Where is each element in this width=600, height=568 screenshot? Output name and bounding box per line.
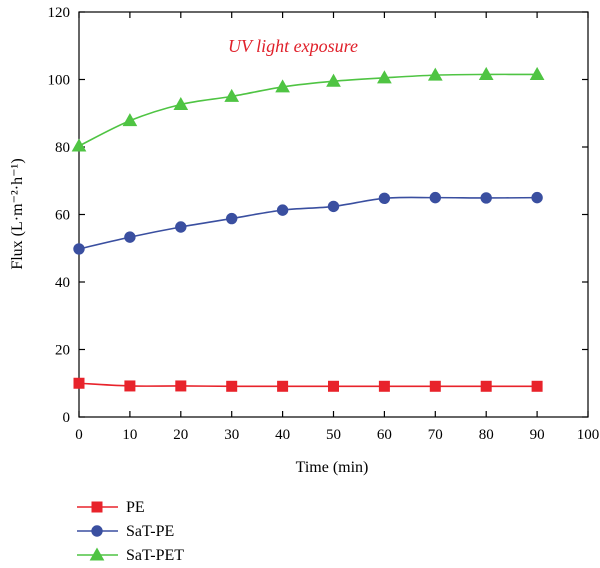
x-tick-label: 100 [577, 427, 600, 443]
legend-label-pe: PE [126, 499, 145, 516]
legend-marker-sat-pe [91, 525, 103, 537]
data-point-sat-pe [73, 243, 85, 255]
y-axis-title: Flux (L·m⁻²·h⁻¹) [9, 158, 26, 269]
axes: 0 10 20 30 40 50 60 70 80 90 100 0 20 40 60 80 100 120 [48, 5, 600, 443]
data-point-sat-pet [275, 79, 290, 93]
x-tick-label: 0 [75, 427, 83, 443]
x-tick-label: 30 [224, 427, 239, 443]
data-point-sat-pe [531, 191, 543, 204]
series-line-sat-pe [78, 196, 538, 250]
data-point-pe [277, 380, 289, 392]
legend-item-pe: PE [77, 499, 145, 516]
x-tick-label: 50 [326, 427, 341, 443]
legend-marker-sat-pet [89, 547, 105, 561]
data-point-pe [124, 380, 136, 392]
x-tick-label: 10 [122, 427, 137, 443]
data-point-sat-pet [224, 88, 240, 102]
series-line-sat-pet [78, 73, 538, 147]
data-point-sat-pe [378, 192, 391, 205]
data-point-sat-pet [427, 67, 443, 81]
data-point-sat-pe [480, 192, 492, 204]
series-sat-pe [73, 191, 543, 255]
data-point-sat-pe [175, 221, 187, 233]
y-tick-label: 80 [55, 140, 70, 156]
x-tick-label: 60 [377, 427, 392, 443]
data-point-pe [378, 380, 390, 392]
x-tick-label: 20 [173, 427, 188, 443]
series-sat-pet [71, 66, 545, 152]
chart-annotation: UV light exposure [228, 36, 358, 56]
y-tick-label: 40 [55, 275, 70, 291]
data-point-pe [531, 380, 543, 392]
x-tick-label: 70 [428, 427, 443, 443]
data-point-sat-pe [327, 200, 340, 213]
y-tick-label: 120 [48, 5, 71, 21]
y-tick-label: 20 [55, 343, 70, 359]
data-point-pe [328, 380, 339, 392]
legend-label-sat-pet: SaT-PET [126, 547, 184, 564]
series-layer [71, 66, 545, 392]
data-point-pe [480, 380, 492, 392]
y-tick-label: 0 [63, 410, 71, 426]
data-point-pe [226, 380, 238, 392]
data-point-sat-pet [377, 70, 392, 84]
data-point-sat-pe [124, 231, 136, 243]
data-point-sat-pet [326, 73, 341, 87]
x-tick-label: 90 [530, 427, 545, 443]
legend: PE SaT-PE SaT-PET [77, 499, 184, 564]
legend-marker-pe [91, 501, 103, 513]
data-point-pe [73, 377, 85, 389]
data-point-sat-pet [529, 66, 545, 80]
y-tick-label: 100 [48, 73, 71, 89]
plot-frame [78, 11, 589, 418]
data-point-sat-pe [226, 212, 238, 225]
legend-item-sat-pe: SaT-PE [77, 523, 174, 540]
data-point-pe [175, 380, 187, 392]
y-tick-label: 60 [55, 208, 70, 224]
legend-label-sat-pe: SaT-PE [126, 523, 174, 540]
data-point-sat-pet [71, 138, 87, 152]
data-point-sat-pe [276, 204, 289, 216]
x-axis-title: Time (min) [296, 459, 369, 476]
series-pe [73, 377, 543, 392]
data-point-sat-pet [478, 66, 494, 80]
data-point-sat-pe [429, 191, 441, 204]
x-tick-label: 80 [479, 427, 494, 443]
data-point-sat-pet [122, 113, 138, 127]
series-line-pe [78, 382, 538, 388]
data-point-pe [429, 380, 441, 392]
data-point-sat-pet [173, 96, 189, 110]
x-tick-label: 40 [275, 427, 290, 443]
legend-item-sat-pet: SaT-PET [77, 547, 184, 564]
